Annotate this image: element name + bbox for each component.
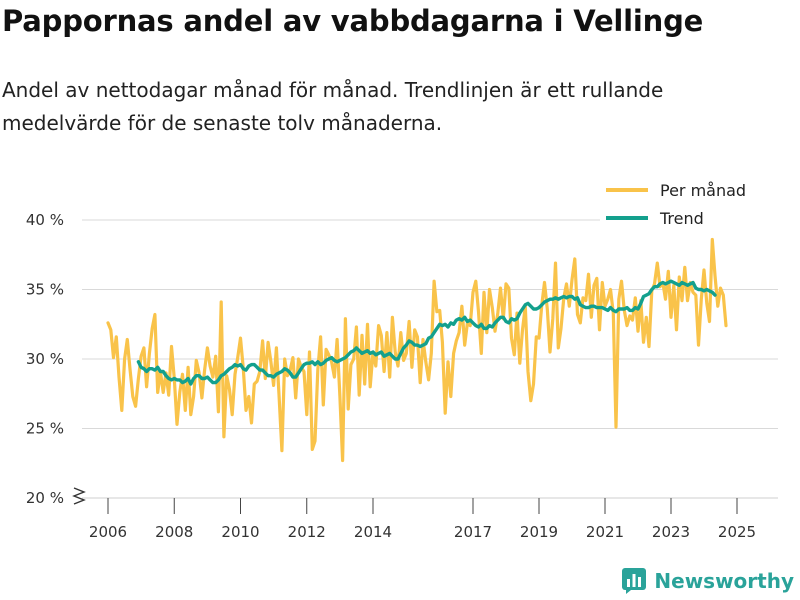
x-tick-label-2017: 2017 [454, 523, 492, 541]
x-tick-label-2019: 2019 [520, 523, 558, 541]
x-tick-label-2023: 2023 [652, 523, 690, 541]
brand-name: Newsworthy [654, 569, 794, 593]
legend-background [600, 176, 780, 234]
chart-subtitle: Andel av nettodagar månad för månad. Tre… [2, 78, 664, 135]
x-tick-label-2010: 2010 [221, 523, 259, 541]
series-line-per-manad [106, 237, 728, 463]
series-line-trend [136, 279, 717, 386]
legend-label-trend[interactable]: Trend [659, 209, 704, 228]
axis-break-icon [72, 487, 86, 505]
x-tick-label-2012: 2012 [288, 523, 326, 541]
bar-chart-icon [622, 568, 647, 594]
x-tick-label-2021: 2021 [586, 523, 624, 541]
series-group [106, 237, 728, 463]
x-tick-label-2025: 2025 [718, 523, 756, 541]
y-tick-label-35: 35 % [26, 281, 64, 299]
x-tick-label-2008: 2008 [155, 523, 193, 541]
legend-label-per-manad[interactable]: Per månad [660, 181, 746, 200]
y-axis-labels: 20 % 25 % 30 % 35 % 40 % [26, 211, 64, 507]
y-tick-label-40: 40 % [26, 211, 64, 229]
y-tick-label-20: 20 % [26, 489, 64, 507]
chart-title: Pappornas andel av vabbdagarna i Velling… [2, 4, 704, 38]
legend[interactable]: Per månad Trend [600, 176, 780, 234]
y-tick-label-25: 25 % [26, 420, 64, 438]
y-tick-label-30: 30 % [26, 350, 64, 368]
x-axis-ticks: 2006 2008 2010 2012 2014 2017 2019 2021 2023 2025 [89, 498, 756, 541]
x-tick-label-2006: 2006 [89, 523, 127, 541]
brand-logo: Newsworthy [622, 568, 794, 594]
x-tick-label-2014: 2014 [354, 523, 392, 541]
